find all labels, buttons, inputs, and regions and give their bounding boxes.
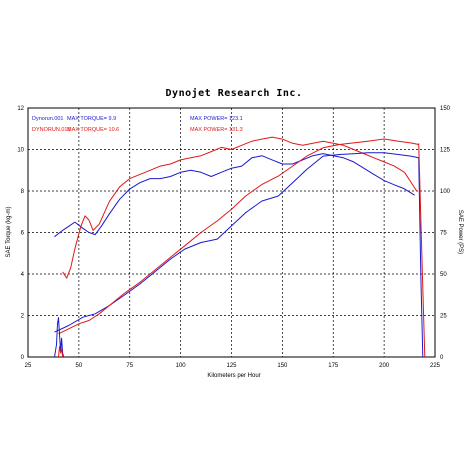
y-left-axis-ticks: 0 2 4 6 8 10 12: [17, 106, 24, 361]
series-red-drop: [418, 143, 426, 358]
chart-title: Dynojet Research Inc.: [166, 87, 303, 99]
series-blue-start: [54, 317, 65, 358]
x-axis-ticks: 25 50 75 100 125 150 175 200 225: [25, 363, 441, 369]
y-right-tick-label: 150: [440, 106, 451, 112]
x-tick-label: 150: [277, 363, 288, 369]
legend: Dynorun.001 MAX TORQUE= 9.9 MAX POWER= 1…: [32, 116, 243, 133]
y-left-axis-label: SAE Torque (kg-m): [6, 207, 12, 258]
y-right-tick-label: 25: [440, 314, 447, 320]
series-lines: [54, 136, 426, 358]
x-tick-label: 50: [76, 363, 83, 369]
y-left-tick-label: 10: [17, 148, 24, 154]
legend-run-2-torque: MAX TORQUE= 10.6: [67, 127, 119, 133]
y-left-tick-label: 12: [17, 106, 24, 112]
x-tick-label: 225: [430, 363, 441, 369]
series-blue-drop: [418, 157, 424, 358]
y-right-axis-label: SAE Power (PS): [457, 210, 463, 254]
y-left-tick-label: 4: [21, 272, 25, 278]
y-right-axis-ticks: 0 25 50 75 100 125 150: [440, 106, 451, 361]
legend-run-1-power: MAX POWER= 123.1: [190, 116, 243, 122]
y-right-tick-label: 50: [440, 272, 447, 278]
series-red-torque: [62, 136, 418, 279]
y-right-tick-label: 75: [440, 231, 447, 237]
x-axis-label: Kilometers per Hour: [207, 373, 260, 379]
y-right-tick-label: 0: [440, 355, 444, 361]
x-tick-label: 125: [226, 363, 237, 369]
x-tick-label: 200: [379, 363, 390, 369]
series-red-power: [58, 138, 419, 335]
legend-run-2: DYNORUN.015: [32, 127, 71, 133]
y-left-tick-label: 8: [21, 189, 25, 195]
legend-run-1: Dynorun.001: [32, 116, 64, 122]
legend-run-2-power: MAX POWER= 131.3: [190, 127, 243, 133]
x-tick-label: 25: [25, 363, 32, 369]
y-left-tick-label: 0: [21, 355, 25, 361]
x-tick-label: 100: [176, 363, 187, 369]
y-right-tick-label: 125: [440, 148, 451, 154]
x-tick-label: 75: [126, 363, 133, 369]
y-left-tick-label: 6: [21, 231, 25, 237]
series-blue-torque: [54, 153, 415, 238]
y-right-tick-label: 100: [440, 189, 451, 195]
legend-run-1-torque: MAX TORQUE= 9.9: [67, 116, 116, 122]
x-tick-label: 175: [328, 363, 339, 369]
y-left-tick-label: 2: [21, 314, 25, 320]
series-red-start: [58, 346, 64, 358]
